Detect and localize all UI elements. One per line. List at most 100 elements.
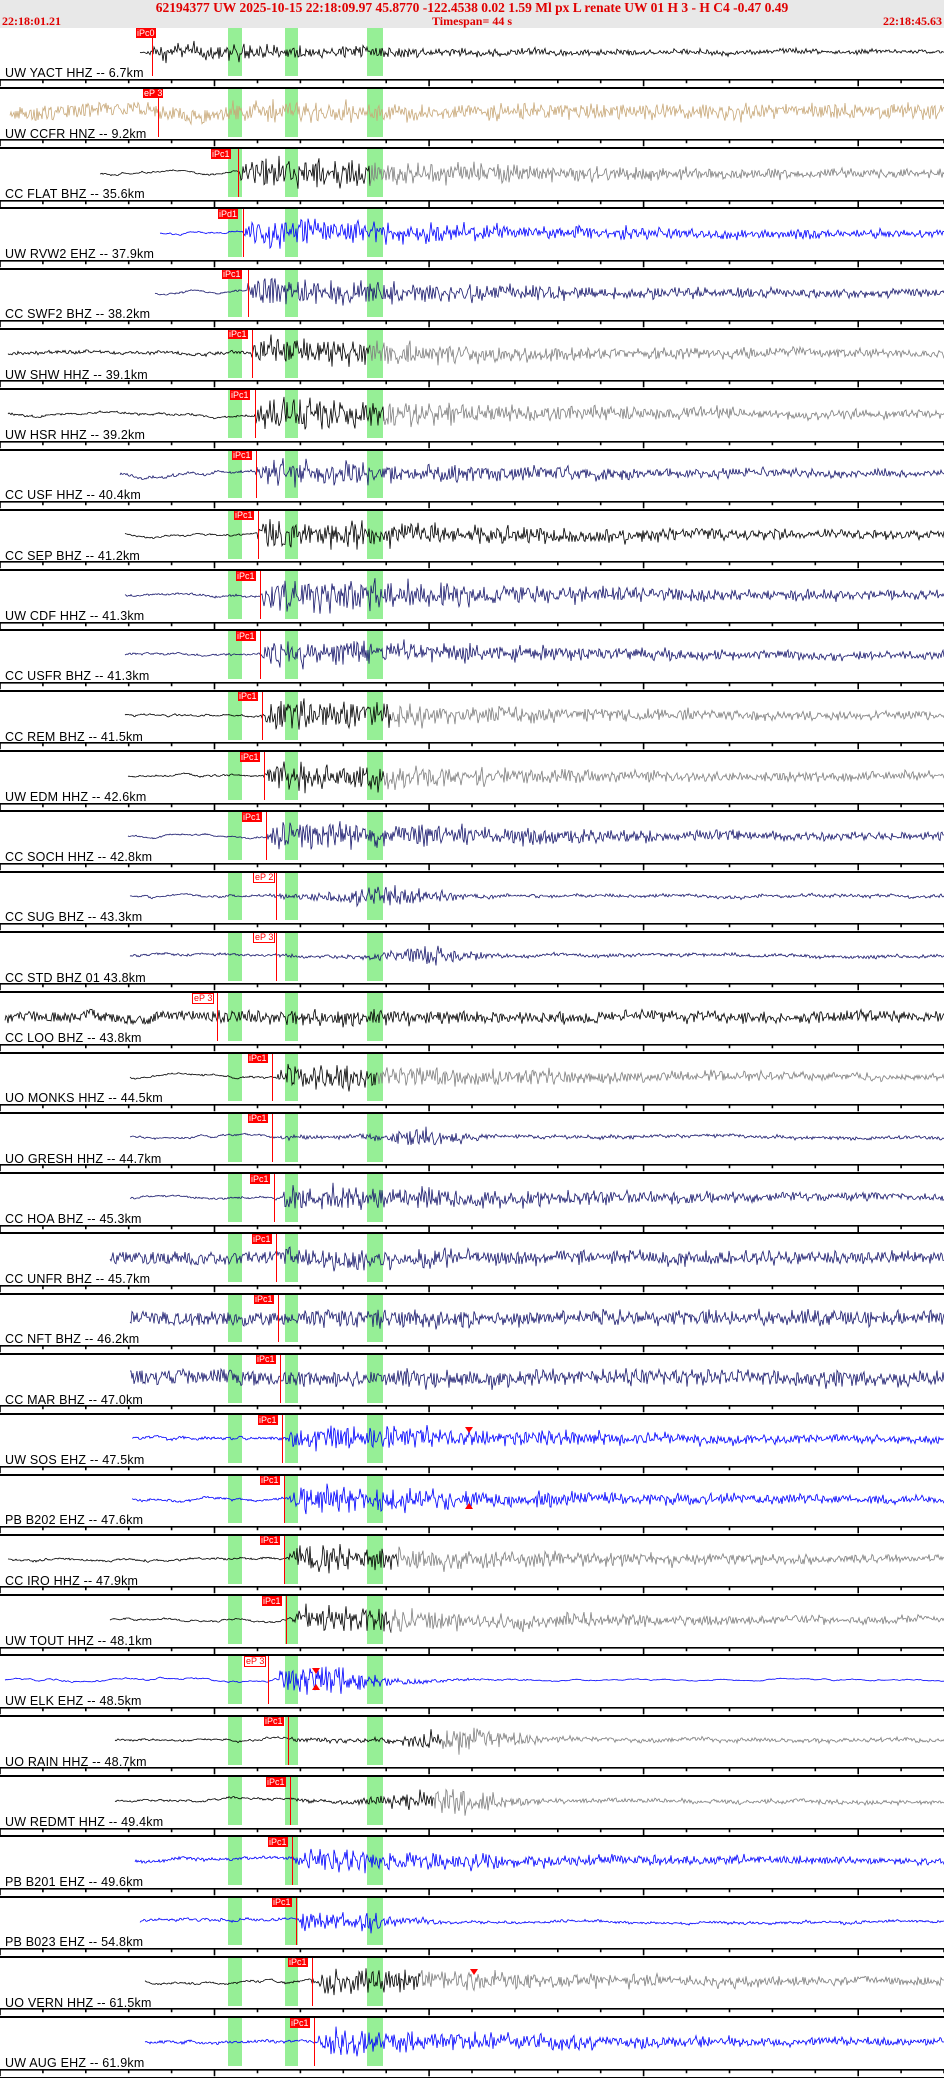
phase-pick-line[interactable] <box>248 269 249 318</box>
trace-row[interactable]: CC HOA BHZ -- 45.3km iPc1 <box>0 1173 944 1234</box>
phase-pick-line[interactable] <box>286 1595 287 1644</box>
phase-pick-line[interactable] <box>266 811 267 861</box>
trace-row[interactable]: UW YACT HHZ -- 6.7km iPc0 <box>0 28 944 89</box>
amplitude-marker[interactable] <box>470 1969 478 1976</box>
trace-row[interactable]: UW REDMT HHZ -- 49.4km iPc1 <box>0 1776 944 1837</box>
amplitude-marker[interactable] <box>465 1426 473 1433</box>
trace-row[interactable]: UW ELK EHZ -- 48.5km eP 3 <box>0 1655 944 1717</box>
trace-row[interactable]: UW CDF HHZ -- 41.3km iPc1 <box>0 570 944 631</box>
phase-pick-line[interactable] <box>282 1414 283 1464</box>
phase-pick-line[interactable] <box>280 1354 281 1403</box>
phase-pick-label[interactable]: eP 3 <box>143 88 164 99</box>
phase-pick-line[interactable] <box>296 1897 297 1946</box>
phase-pick-label[interactable]: iPc1 <box>240 751 260 762</box>
phase-pick-label[interactable]: iPc1 <box>260 1535 280 1546</box>
phase-pick-label[interactable]: iPc1 <box>236 570 256 581</box>
trace-row[interactable]: CC FLAT BHZ -- 35.6km iPc1 <box>0 148 944 209</box>
phase-pick-label[interactable]: eP 2 <box>253 872 276 884</box>
trace-row[interactable]: UW CCFR HNZ -- 9.2km eP 3 <box>0 88 944 149</box>
phase-pick-line[interactable] <box>276 872 277 921</box>
phase-pick-line[interactable] <box>243 208 244 258</box>
trace-row[interactable]: UO MONKS HHZ -- 44.5km iPc1 <box>0 1053 944 1114</box>
phase-pick-label[interactable]: iPc1 <box>266 1776 286 1787</box>
trace-row[interactable]: CC LOO BHZ -- 43.8km eP 3 <box>0 992 944 1053</box>
phase-pick-line[interactable] <box>268 1655 269 1705</box>
phase-pick-label[interactable]: iPc1 <box>290 2017 310 2028</box>
trace-row[interactable]: PB B201 EHZ -- 49.6km iPc1 <box>0 1836 944 1898</box>
trace-row[interactable]: UO VERN HHZ -- 61.5km iPc1 <box>0 1957 944 2018</box>
trace-row[interactable]: CC IRO HHZ -- 47.9km iPc1 <box>0 1535 944 1596</box>
phase-pick-line[interactable] <box>312 1957 313 2006</box>
phase-pick-line[interactable] <box>284 1535 285 1584</box>
phase-pick-line[interactable] <box>152 28 153 77</box>
phase-pick-label[interactable]: iPc1 <box>288 1957 308 1968</box>
trace-row[interactable]: PB B202 EHZ -- 47.6km iPc1 <box>0 1475 944 1536</box>
phase-pick-line[interactable] <box>314 2017 315 2066</box>
amplitude-marker[interactable] <box>312 1684 320 1690</box>
phase-pick-label[interactable]: iPc1 <box>232 450 252 461</box>
phase-pick-line[interactable] <box>272 1113 273 1162</box>
phase-pick-label[interactable]: iPc1 <box>268 1836 288 1847</box>
phase-pick-label[interactable]: iPc1 <box>234 510 254 521</box>
trace-row[interactable]: CC STD BHZ 01 43.8km eP 3 <box>0 932 944 993</box>
phase-pick-label[interactable]: iPc1 <box>258 1414 278 1425</box>
phase-pick-line[interactable] <box>258 510 259 559</box>
phase-pick-label[interactable]: iPc1 <box>264 1716 284 1727</box>
trace-row[interactable]: CC UNFR BHZ -- 45.7km iPc1 <box>0 1233 944 1295</box>
trace-row[interactable]: CC SWF2 BHZ -- 38.2km iPc1 <box>0 269 944 330</box>
phase-pick-line[interactable] <box>158 88 159 137</box>
trace-row[interactable]: PB B023 EHZ -- 54.8km iPc1 <box>0 1897 944 1958</box>
trace-row[interactable]: CC SEP BHZ -- 41.2km iPc1 <box>0 510 944 571</box>
phase-pick-line[interactable] <box>256 450 257 499</box>
trace-row[interactable]: CC MAR BHZ -- 47.0km iPc1 <box>0 1354 944 1415</box>
phase-pick-line[interactable] <box>272 1053 273 1102</box>
phase-pick-label[interactable]: iPc1 <box>238 691 258 702</box>
phase-pick-label[interactable]: iPc1 <box>250 1173 270 1184</box>
phase-pick-label[interactable]: iPc1 <box>211 148 231 159</box>
phase-pick-line[interactable] <box>262 691 263 740</box>
trace-row[interactable]: UW TOUT HHZ -- 48.1km iPc1 <box>0 1595 944 1656</box>
phase-pick-label[interactable]: iPc1 <box>228 329 248 340</box>
phase-pick-line[interactable] <box>276 1233 277 1283</box>
phase-pick-label[interactable]: iPc1 <box>262 1595 282 1606</box>
phase-pick-label[interactable]: eP 3 <box>192 992 215 1004</box>
phase-pick-label[interactable]: iPc1 <box>248 1113 268 1124</box>
phase-pick-line[interactable] <box>290 1776 291 1825</box>
trace-row[interactable]: UW RVW2 EHZ -- 37.9km iPd1 <box>0 208 944 270</box>
amplitude-marker[interactable] <box>465 1503 473 1510</box>
phase-pick-label[interactable]: eP 3 <box>253 932 276 944</box>
trace-row[interactable]: UO RAIN HHZ -- 48.7km iPc1 <box>0 1716 944 1777</box>
phase-pick-label[interactable]: iPd1 <box>218 208 239 219</box>
trace-row[interactable]: CC SUG BHZ -- 43.3km eP 2 <box>0 872 944 933</box>
phase-pick-label[interactable]: iPc1 <box>254 1294 274 1305</box>
phase-pick-label[interactable]: iPc0 <box>136 28 156 38</box>
phase-pick-label[interactable]: iPc1 <box>230 389 250 400</box>
phase-pick-line[interactable] <box>260 570 261 619</box>
trace-row[interactable]: UW SOS EHZ -- 47.5km iPc1 <box>0 1414 944 1476</box>
phase-pick-label[interactable]: iPc1 <box>252 1233 272 1244</box>
trace-row[interactable]: CC USF HHZ -- 40.4km iPc1 <box>0 450 944 511</box>
phase-pick-line[interactable] <box>288 1716 289 1765</box>
phase-pick-line[interactable] <box>255 389 256 439</box>
phase-pick-label[interactable]: eP 3 <box>244 1655 267 1667</box>
trace-row[interactable]: UW AUG EHZ -- 61.9km iPc1 <box>0 2017 944 2078</box>
phase-pick-label[interactable]: iPc1 <box>236 630 256 641</box>
phase-pick-line[interactable] <box>238 148 239 197</box>
trace-row[interactable]: UW SHW HHZ -- 39.1km iPc1 <box>0 329 944 390</box>
phase-pick-line[interactable] <box>292 1836 293 1886</box>
phase-pick-line[interactable] <box>274 1173 275 1222</box>
trace-row[interactable]: UO GRESH HHZ -- 44.7km iPc1 <box>0 1113 944 1174</box>
phase-pick-line[interactable] <box>264 751 265 800</box>
phase-pick-label[interactable]: iPc1 <box>272 1897 292 1908</box>
phase-pick-label[interactable]: iPc1 <box>248 1053 268 1063</box>
phase-pick-label[interactable]: iPc1 <box>256 1354 276 1365</box>
trace-row[interactable]: UW HSR HHZ -- 39.2km iPc1 <box>0 389 944 451</box>
phase-pick-line[interactable] <box>284 1475 285 1524</box>
phase-pick-label[interactable]: iPc1 <box>260 1475 280 1486</box>
phase-pick-line[interactable] <box>260 630 261 680</box>
phase-pick-line[interactable] <box>276 932 277 981</box>
trace-row[interactable]: CC REM BHZ -- 41.5km iPc1 <box>0 691 944 752</box>
phase-pick-label[interactable]: iPc1 <box>222 269 242 280</box>
phase-pick-line[interactable] <box>217 992 218 1041</box>
trace-row[interactable]: CC SOCH HHZ -- 42.8km iPc1 <box>0 811 944 873</box>
